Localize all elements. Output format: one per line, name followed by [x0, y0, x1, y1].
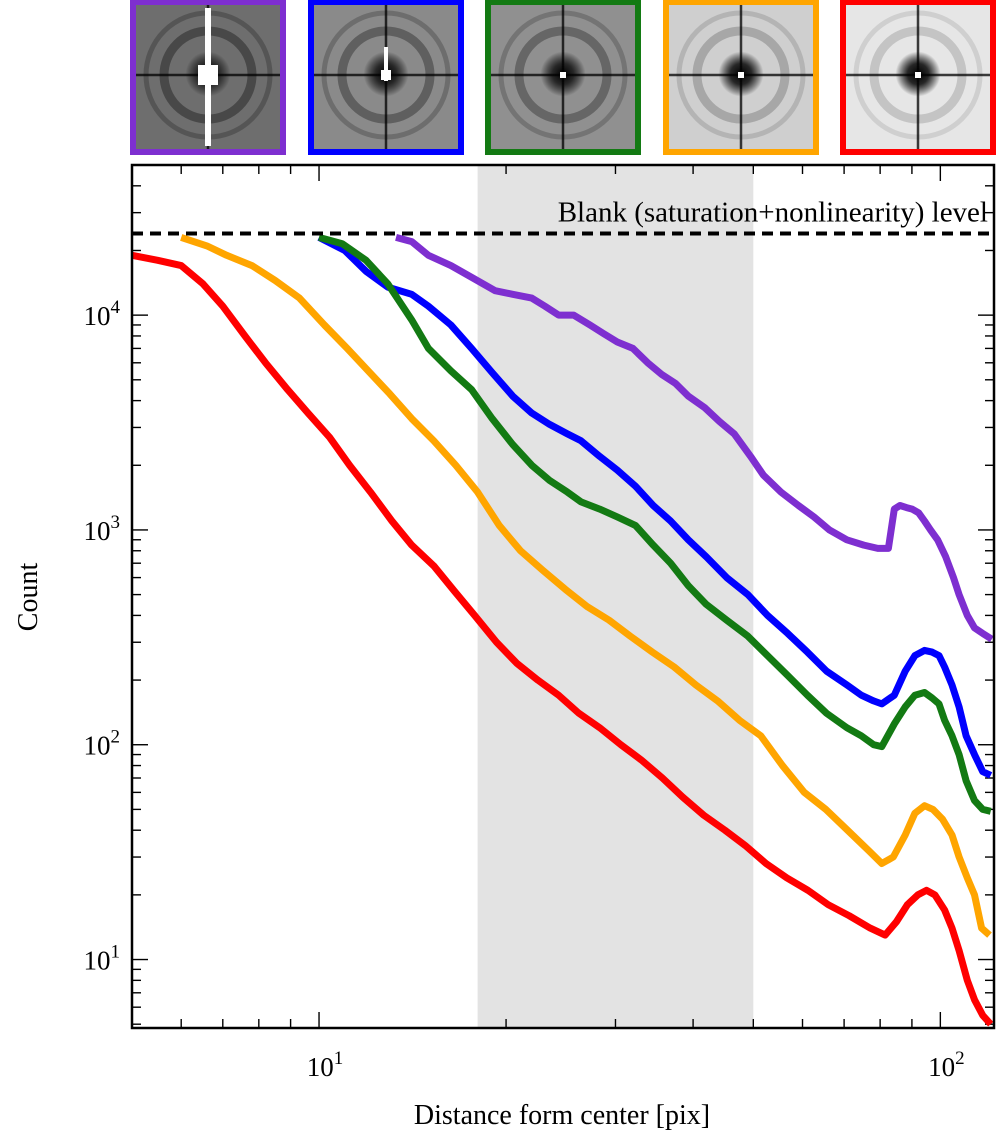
saturated-spot: [198, 65, 218, 85]
shaded-region: [477, 165, 754, 1028]
y-tick-label: 102: [84, 727, 121, 761]
saturated-spot: [381, 70, 391, 80]
series-line-3: [318, 234, 992, 815]
x-axis-label: Distance form center [pix]: [414, 1100, 710, 1131]
plot-area: Blank (saturation+nonlinearity) level 101…: [84, 163, 996, 1082]
saturated-spot: [738, 72, 744, 78]
thumbnail-border: [485, 0, 641, 155]
thumbnail-3: [485, 0, 641, 155]
thumbnail-5: [840, 0, 996, 155]
series-line-5: [132, 251, 994, 1027]
saturated-spot: [915, 72, 921, 78]
thumbnail-row: [130, 0, 996, 155]
x-tick-label: 101: [307, 1048, 344, 1082]
series-group: [132, 234, 994, 1027]
axis-ticks: [131, 164, 994, 1028]
thumbnail-border: [130, 0, 286, 155]
y-axis-label: Count: [13, 563, 44, 632]
series-line-4: [180, 234, 992, 938]
thumbnail-1: [130, 0, 286, 155]
y-tick-label: 104: [84, 297, 121, 331]
thumbnail-4: [663, 0, 819, 155]
thumbnail-2: [308, 0, 464, 155]
thumbnail-border: [308, 0, 464, 155]
series-line-1: [395, 234, 994, 643]
plot-frame: [130, 163, 996, 1030]
x-tick-label: 102: [928, 1048, 965, 1082]
y-tick-label: 101: [84, 942, 121, 976]
thumbnail-border: [663, 0, 819, 155]
saturation-level-label: Blank (saturation+nonlinearity) level: [558, 196, 988, 228]
saturated-column: [384, 47, 388, 81]
thumbnail-border: [840, 0, 996, 155]
y-tick-label: 103: [84, 512, 121, 546]
series-line-2: [317, 234, 993, 779]
saturated-spot: [560, 72, 566, 78]
